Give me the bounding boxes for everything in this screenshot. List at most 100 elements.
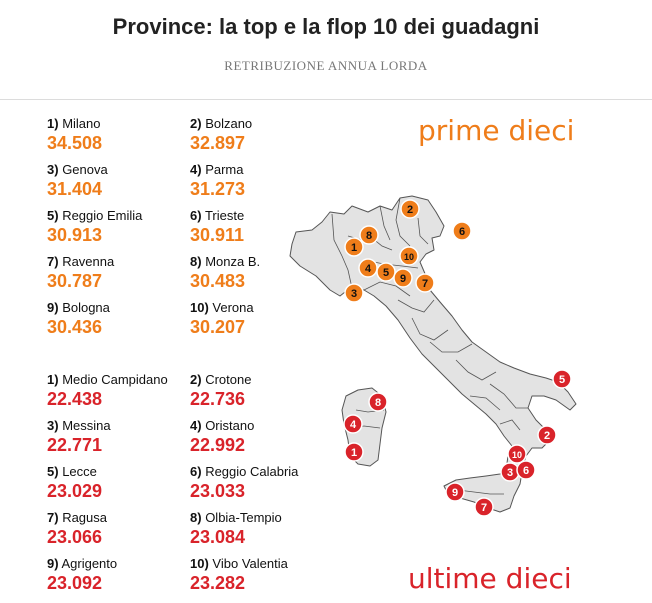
salary-value: 23.033 (190, 481, 246, 501)
rank: 3) (47, 162, 59, 177)
salary-value: 22.438 (47, 389, 103, 409)
svg-text:9: 9 (400, 273, 406, 285)
top-entry-3: 3) Genova 31.404 (47, 162, 197, 200)
salary-value: 30.436 (47, 317, 103, 337)
top-marker-8: 8 (359, 225, 379, 245)
flop-marker-8: 8 (368, 392, 388, 412)
salary-value: 22.771 (47, 435, 103, 455)
province-name: Medio Campidano (62, 372, 168, 387)
rank: 7) (47, 254, 59, 269)
province-name: Ragusa (62, 510, 107, 525)
top-heading: prime dieci (418, 114, 575, 147)
header-divider (0, 99, 652, 100)
province-name: Messina (62, 418, 111, 433)
province-name: Bologna (62, 300, 110, 315)
flop-entry-4: 4) Oristano 22.992 (190, 418, 340, 456)
top-marker-2: 2 (400, 199, 420, 219)
flop-entry-5: 5) Lecce 23.029 (47, 464, 197, 502)
salary-value: 22.992 (190, 435, 246, 455)
province-name: Olbia-Tempio (205, 510, 282, 525)
svg-text:1: 1 (351, 242, 357, 254)
rank: 10) (190, 556, 209, 571)
salary-value: 30.911 (190, 225, 245, 245)
flop-marker-2: 2 (537, 425, 557, 445)
top-marker-5: 5 (376, 262, 396, 282)
province-name: Milano (62, 116, 101, 131)
salary-value: 30.787 (47, 271, 103, 291)
province-name: Monza B. (205, 254, 261, 269)
salary-value: 31.404 (47, 179, 103, 199)
province-name: Ravenna (62, 254, 115, 269)
province-name: Vibo Valentia (212, 556, 288, 571)
svg-text:6: 6 (459, 226, 465, 238)
top-entry-4: 4) Parma 31.273 (190, 162, 340, 200)
rank: 8) (190, 254, 202, 269)
svg-text:3: 3 (507, 467, 513, 479)
rank: 4) (190, 418, 202, 433)
top-marker-9: 9 (393, 268, 413, 288)
salary-value: 30.483 (190, 271, 246, 291)
province-name: Parma (205, 162, 244, 177)
rank: 2) (190, 372, 202, 387)
flop-marker-7: 7 (474, 497, 494, 517)
rank: 1) (47, 116, 59, 131)
salary-value: 30.207 (190, 317, 246, 337)
flop-entry-3: 3) Messina 22.771 (47, 418, 197, 456)
province-name: Lecce (62, 464, 97, 479)
svg-text:9: 9 (452, 487, 458, 499)
rank: 9) (47, 300, 59, 315)
rank: 2) (190, 116, 202, 131)
rank: 5) (47, 464, 59, 479)
province-name: Agrigento (61, 556, 118, 571)
salary-value: 31.273 (190, 179, 246, 199)
top-entry-10: 10) Verona 30.207 (190, 300, 340, 338)
top-entry-2: 2) Bolzano 32.897 (190, 116, 340, 154)
salary-value: 32.897 (190, 133, 246, 153)
rank: 8) (190, 510, 202, 525)
flop-entry-2: 2) Crotone 22.736 (190, 372, 340, 410)
rank: 6) (190, 464, 202, 479)
sicily-shape (443, 469, 523, 513)
salary-value: 23.092 (47, 573, 103, 593)
flop-marker-4: 4 (343, 414, 363, 434)
svg-text:10: 10 (512, 450, 522, 460)
flop-marker-9: 9 (445, 482, 465, 502)
flop-marker-10: 10 (507, 444, 527, 464)
salary-value: 23.282 (190, 573, 246, 593)
province-name: Genova (62, 162, 108, 177)
flop-heading: ultime dieci (408, 562, 572, 595)
svg-text:7: 7 (481, 502, 487, 514)
top-marker-4: 4 (358, 258, 378, 278)
svg-text:5: 5 (383, 267, 389, 279)
salary-value: 22.736 (190, 389, 246, 409)
province-name: Reggio Calabria (205, 464, 299, 479)
top-entry-9: 9) Bologna 30.436 (47, 300, 197, 338)
salary-value: 23.066 (47, 527, 103, 547)
flop-marker-5: 5 (552, 369, 572, 389)
top-marker-1: 1 (344, 237, 364, 257)
rank: 9) (47, 556, 59, 571)
svg-text:7: 7 (422, 278, 428, 290)
province-name: Oristano (205, 418, 255, 433)
rank: 5) (47, 208, 59, 223)
page-subtitle: RETRIBUZIONE ANNUA LORDA (224, 58, 428, 73)
top-marker-3: 3 (344, 283, 364, 303)
flop-entry-6: 6) Reggio Calabria 23.033 (190, 464, 340, 502)
svg-text:8: 8 (366, 230, 372, 242)
svg-text:2: 2 (544, 430, 550, 442)
flop-entry-7: 7) Ragusa 23.066 (47, 510, 197, 548)
svg-text:5: 5 (559, 374, 565, 386)
mainland-shape (289, 195, 577, 479)
province-name: Reggio Emilia (62, 208, 143, 223)
svg-text:2: 2 (407, 204, 413, 216)
flop-marker-3: 3 (500, 462, 520, 482)
flop-entry-9: 9) Agrigento 23.092 (47, 556, 197, 594)
svg-text:4: 4 (350, 419, 357, 431)
top-entry-1: 1) Milano 34.508 (47, 116, 197, 154)
page-title: Province: la top e la flop 10 dei guadag… (112, 14, 540, 39)
rank: 4) (190, 162, 202, 177)
flop-marker-1: 1 (344, 442, 364, 462)
rank: 3) (47, 418, 59, 433)
province-name: Trieste (204, 208, 245, 223)
